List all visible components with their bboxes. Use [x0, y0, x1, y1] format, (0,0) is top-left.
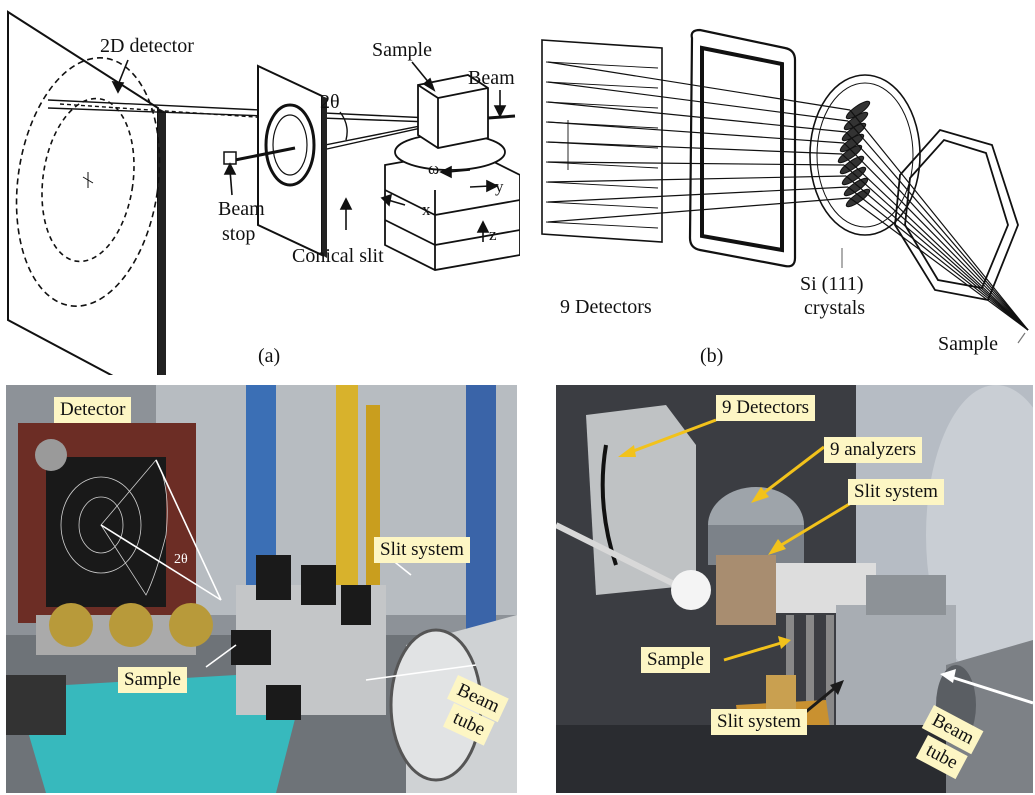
- photo-bottom-left: 2θ Detector Slit system Sample Beam tube: [6, 385, 517, 793]
- beam-path-8: [547, 186, 849, 203]
- analyzer-crystal-4: [839, 133, 865, 153]
- panel-b-schematic: 9 Detectors Si (111) crystals Sample (b): [520, 0, 1035, 375]
- tag-slit-system-d-top: Slit system: [848, 479, 944, 505]
- label-two-theta-a: 2θ: [320, 91, 340, 113]
- beam-path-6: [547, 161, 845, 166]
- photo-c-pointer-lines: [100, 459, 477, 681]
- analyzer-crystal-9: [845, 188, 871, 208]
- label-sample-b: Sample: [938, 333, 998, 355]
- label-beam-stop-1: Beam: [218, 198, 265, 220]
- label-crystals: crystals: [804, 297, 865, 319]
- analyzer-crystal-8: [843, 177, 869, 197]
- beam-path-to-sample-1: [849, 109, 1029, 331]
- beam-path-to-sample-5: [841, 153, 1029, 331]
- photo-slit-frame: [716, 555, 776, 625]
- beam-stop: [223, 146, 296, 165]
- tag-sample-c: Sample: [118, 667, 187, 693]
- beam-path-9: [547, 197, 851, 223]
- photo-9-detectors: [586, 405, 696, 595]
- beam-path-4: [547, 121, 845, 144]
- photo-c-two-theta: 2θ: [174, 552, 188, 567]
- tag-detector: Detector: [54, 397, 132, 423]
- analyzer-frame: [688, 28, 797, 268]
- label-arrows-a: [111, 59, 507, 242]
- label-2d-detector: 2D detector: [100, 35, 194, 57]
- incoming-beam: [487, 114, 516, 120]
- tag-9-detectors-d: 9 Detectors: [716, 395, 816, 421]
- conical-slit-plate: [257, 64, 327, 258]
- analyzer-crystal-5: [837, 144, 863, 164]
- photo-bottom-right: 9 Detectors 9 analyzers Slit system Samp…: [556, 385, 1033, 793]
- nine-detectors-plate: [541, 39, 663, 243]
- si-crystals: [809, 74, 921, 236]
- label-si-111: Si (111): [800, 273, 864, 295]
- tag-slit-system-c: Slit system: [374, 537, 470, 563]
- beam-path-to-sample-2: [847, 120, 1029, 331]
- tag-slit-system-d-bottom: Slit system: [711, 709, 807, 735]
- beam-path-5: [547, 141, 843, 155]
- beam-path-to-sample-3: [845, 131, 1029, 331]
- label-omega: ω: [428, 159, 439, 178]
- photo-d-arrows: [618, 418, 1033, 722]
- analyzer-crystal-2: [843, 111, 869, 131]
- label-9-detectors-b: 9 Detectors: [560, 296, 652, 318]
- beam-path-to-sample-4: [843, 142, 1029, 331]
- tag-9-analyzers: 9 analyzers: [824, 437, 922, 463]
- beam-lines-b: [547, 61, 1029, 331]
- caption-a: (a): [258, 345, 280, 367]
- sample-label-arrow: [1017, 332, 1026, 344]
- beam-path-2: [547, 81, 849, 122]
- label-sample-a: Sample: [372, 39, 432, 61]
- beam-path-3: [547, 101, 847, 133]
- beam-path-to-sample-8: [847, 186, 1029, 331]
- 2d-detector-plate: [7, 10, 166, 375]
- photo-rotary-stage: [26, 675, 296, 793]
- label-beam-a: Beam: [468, 67, 515, 89]
- label-x: x: [422, 200, 431, 219]
- analyzer-crystal-3: [841, 122, 867, 142]
- label-y: y: [495, 177, 504, 196]
- caption-b: (b): [700, 345, 723, 367]
- two-theta-arc: [339, 111, 348, 141]
- label-conical-slit: Conical slit: [292, 245, 384, 267]
- beam-path-1: [547, 61, 851, 111]
- beam-path-to-sample-9: [849, 197, 1029, 331]
- analyzer-crystal-1: [845, 100, 871, 120]
- label-z: z: [489, 225, 497, 244]
- beam-path-to-sample-7: [845, 175, 1029, 331]
- beam-path-to-sample-6: [843, 164, 1029, 331]
- beam-path-7: [547, 175, 847, 183]
- tag-sample-d: Sample: [641, 647, 710, 673]
- label-beam-stop-2: stop: [222, 223, 255, 245]
- panel-a-schematic: 2D detector Sample Beam 2θ ω y x z Beam …: [0, 0, 520, 375]
